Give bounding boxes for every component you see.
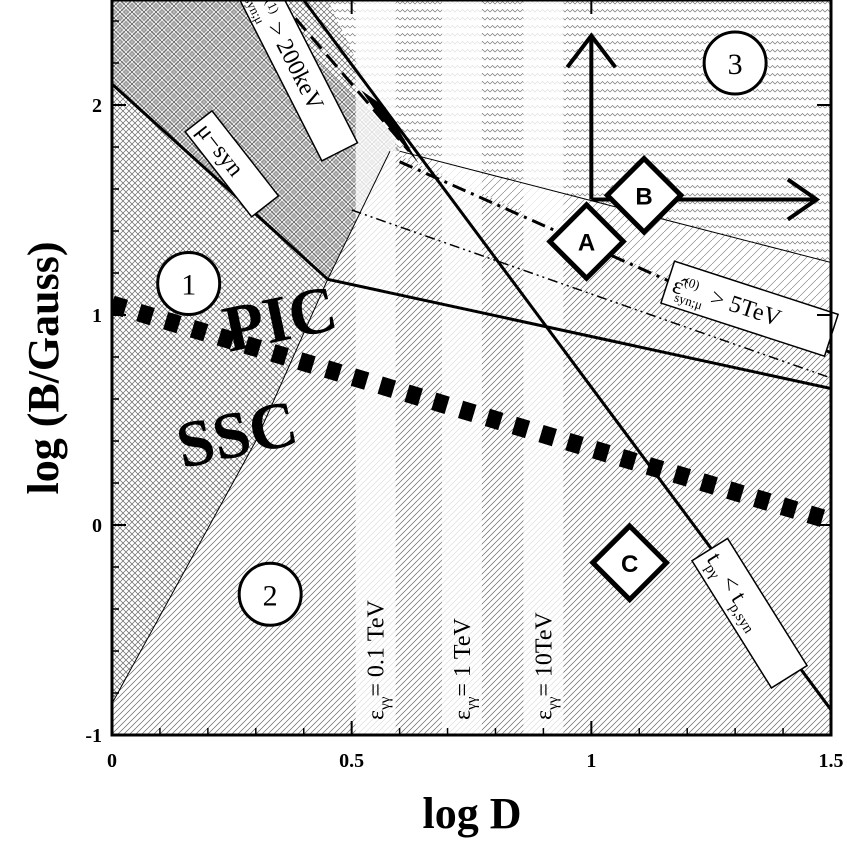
y-tick-label-1: 0 — [92, 515, 102, 537]
band-2 — [523, 0, 564, 735]
label-mu-syn-box — [184, 109, 280, 218]
line-0 — [112, 82, 329, 281]
region-circle-0 — [156, 251, 222, 316]
point-label-2: C — [621, 551, 638, 578]
chart-lines — [112, 0, 831, 711]
band-label-0: εγγ= 0.1 TeV — [364, 599, 394, 720]
line-6 — [351, 209, 831, 379]
point-marker-2 — [589, 522, 670, 604]
label-tpgamma-box — [690, 537, 809, 689]
x-axis-title: log D — [423, 789, 522, 838]
band-label-2: εγγ= 10TeV — [531, 611, 561, 720]
line-wedge — [361, 90, 419, 164]
band-eps-2: ε — [531, 710, 557, 720]
region-1a-fill — [112, 0, 410, 280]
band-eps-1: ε — [450, 710, 476, 720]
label-5tev-part-1: (0) — [683, 274, 702, 293]
line-3 — [112, 295, 831, 530]
region-circle-1 — [237, 561, 303, 627]
point-marker-1 — [603, 154, 685, 236]
band-value-1: = 1 TeV — [450, 617, 476, 696]
arrow-right-head — [786, 177, 821, 222]
band-value-0: = 0.1 TeV — [364, 599, 390, 696]
band-sub-0: γγ — [378, 696, 394, 711]
band-sub-1: γγ — [464, 696, 480, 711]
band-eps-0: ε — [364, 710, 390, 720]
label-200kev-box — [234, 0, 359, 162]
band-1 — [441, 0, 482, 735]
band-label-1: εγγ= 1 TeV — [450, 617, 480, 720]
band-label-text-2: εγγ= 10TeV — [531, 611, 561, 720]
point-label-1: B — [635, 183, 652, 210]
label-tpgamma: tpγ < tp,syn — [690, 537, 809, 689]
x-tick-label-2: 1 — [586, 750, 596, 772]
region-3a-fill — [390, 151, 831, 353]
line-1 — [327, 277, 831, 390]
region-number-1: 2 — [263, 579, 278, 612]
y-tick-label-2: 1 — [92, 305, 102, 327]
x-tick-label-1: 0.5 — [339, 750, 364, 772]
band-label-text-0: εγγ= 0.1 TeV — [364, 599, 394, 720]
line-7 — [112, 150, 391, 704]
point-marker-0 — [546, 201, 627, 282]
y-tick-label-3: 2 — [92, 95, 102, 117]
arrow-up-head — [565, 32, 617, 69]
line-4 — [278, 0, 411, 153]
region-circle-2 — [702, 30, 768, 96]
x-tick-label-0: 0 — [107, 750, 117, 772]
band-value-2: = 10TeV — [531, 611, 557, 696]
band-label-text-1: εγγ= 1 TeV — [450, 617, 480, 720]
y-tick-label-0: -1 — [85, 725, 102, 747]
band-sub-2: γγ — [545, 696, 561, 711]
x-tick-label-3: 1.5 — [819, 750, 844, 772]
region-number-2: 3 — [728, 48, 743, 81]
line-5 — [398, 160, 831, 355]
point-label-0: A — [578, 230, 595, 257]
y-axis-title: log (B/Gauss) — [19, 241, 68, 494]
line-8 — [399, 150, 831, 263]
region-number-0: 1 — [181, 269, 196, 302]
plot-frame — [110, 0, 833, 737]
